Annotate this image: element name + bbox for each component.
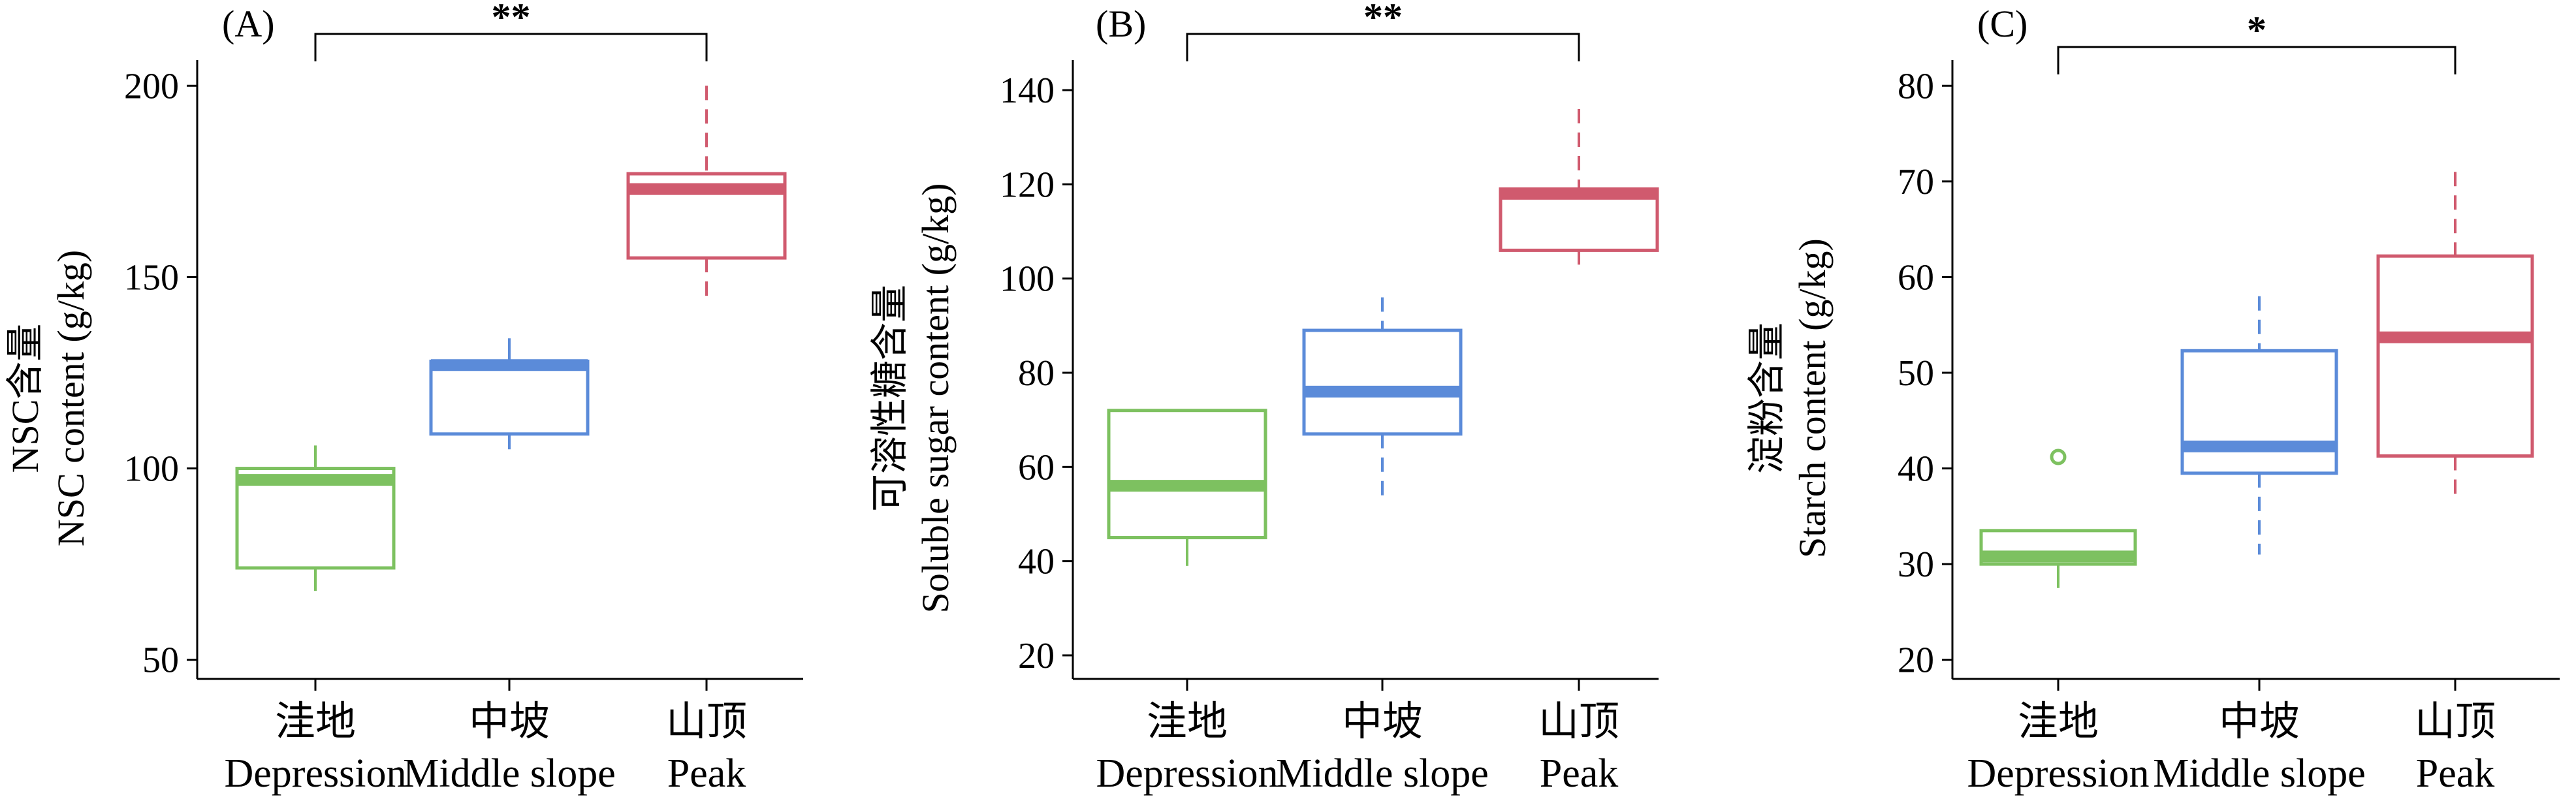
y-tick-label: 80: [1898, 66, 1934, 106]
box-depression: [235, 445, 396, 591]
outlier-point: [2050, 448, 2067, 465]
y-axis-label-en: NSC content (g/kg): [50, 250, 92, 546]
box-middle-slope: [1302, 297, 1463, 500]
box-peak: [626, 86, 787, 304]
x-category-cn: 洼地: [275, 700, 356, 744]
panel-a: 50 100 150 200 洼地 Depression 中坡 Middle slope 山顶 P…: [4, 0, 803, 796]
y-tick-label: 120: [1000, 165, 1055, 205]
y-axis-label-en: Soluble sugar content (g/kg): [914, 183, 957, 614]
x-category-en: Middle slope: [403, 751, 615, 796]
y-tick-label: 60: [1018, 447, 1055, 488]
iqr-box: [2376, 254, 2534, 458]
x-category-en: Depression: [1096, 751, 1279, 796]
y-tick-label: 200: [124, 66, 179, 106]
significance-bracket: [1186, 33, 1580, 61]
x-category-en: Middle slope: [1276, 751, 1488, 796]
iqr-box: [429, 359, 590, 436]
y-axis-label-cn: 淀粉含量: [1745, 322, 1788, 474]
x-category-cn: 洼地: [2018, 700, 2099, 744]
x-category-en: Depression: [225, 751, 407, 796]
x-category-cn: 山顶: [666, 700, 747, 744]
x-category-cn: 中坡: [2219, 700, 2300, 744]
x-category-cn: 中坡: [469, 700, 550, 744]
panel-label: (A): [222, 3, 275, 45]
y-tick-label: 40: [1898, 449, 1934, 490]
iqr-box: [626, 172, 787, 260]
iqr-box: [1302, 328, 1463, 436]
x-category-cn: 洼地: [1147, 700, 1228, 744]
y-tick-label: 150: [124, 257, 179, 298]
iqr-box: [2180, 349, 2338, 475]
y-axis-label-en: Starch content (g/kg): [1791, 238, 1834, 558]
iqr-box: [235, 467, 396, 570]
significance-label: **: [1363, 0, 1403, 39]
x-category-cn: 中坡: [1342, 700, 1423, 744]
x-category-en: Peak: [667, 751, 746, 796]
y-tick-label: 100: [1000, 259, 1055, 300]
iqr-box: [1979, 529, 2137, 566]
y-axis-label-cn: NSC含量: [4, 324, 46, 473]
panel-b: 20 40 60 80 100 120 140 洼地 Depression 中坡 Middle sl…: [868, 0, 1659, 796]
box-peak: [2376, 172, 2534, 497]
x-category-en: Depression: [1967, 751, 2150, 796]
y-tick-label: 60: [1898, 257, 1934, 298]
box-depression: [1107, 409, 1267, 566]
x-category-en: Middle slope: [2153, 751, 2365, 796]
y-tick-label: 70: [1898, 162, 1934, 202]
box-middle-slope: [429, 338, 590, 450]
y-tick-label: 50: [142, 640, 179, 681]
y-tick-label: 80: [1018, 353, 1055, 394]
x-category-en: Peak: [2416, 751, 2495, 796]
y-tick-label: 140: [1000, 71, 1055, 111]
y-tick-label: 30: [1898, 544, 1934, 585]
y-tick-label: 20: [1018, 636, 1055, 676]
x-category-cn: 山顶: [1538, 700, 1619, 744]
panel-label: (B): [1096, 3, 1146, 45]
significance-label: **: [492, 0, 531, 39]
y-tick-label: 100: [124, 449, 179, 490]
significance-label: *: [2247, 8, 2266, 52]
box-depression: [1979, 448, 2137, 588]
y-axis-label-cn: 可溶性糖含量: [868, 285, 911, 512]
y-tick-label: 40: [1018, 542, 1055, 582]
significance-bracket: [314, 33, 708, 61]
y-tick-label: 20: [1898, 640, 1934, 681]
significance-bracket: [2057, 46, 2457, 74]
y-tick-label: 50: [1898, 353, 1934, 394]
x-category-en: Peak: [1540, 751, 1619, 796]
panel-c: 20 30 40 50 60 70 80 洼地 Depression 中坡 Middle slope…: [1745, 3, 2560, 796]
box-peak: [1499, 108, 1659, 270]
x-category-cn: 山顶: [2415, 700, 2496, 744]
panel-label: (C): [1977, 3, 2027, 45]
box-middle-slope: [2180, 296, 2338, 555]
iqr-box: [1107, 409, 1267, 540]
